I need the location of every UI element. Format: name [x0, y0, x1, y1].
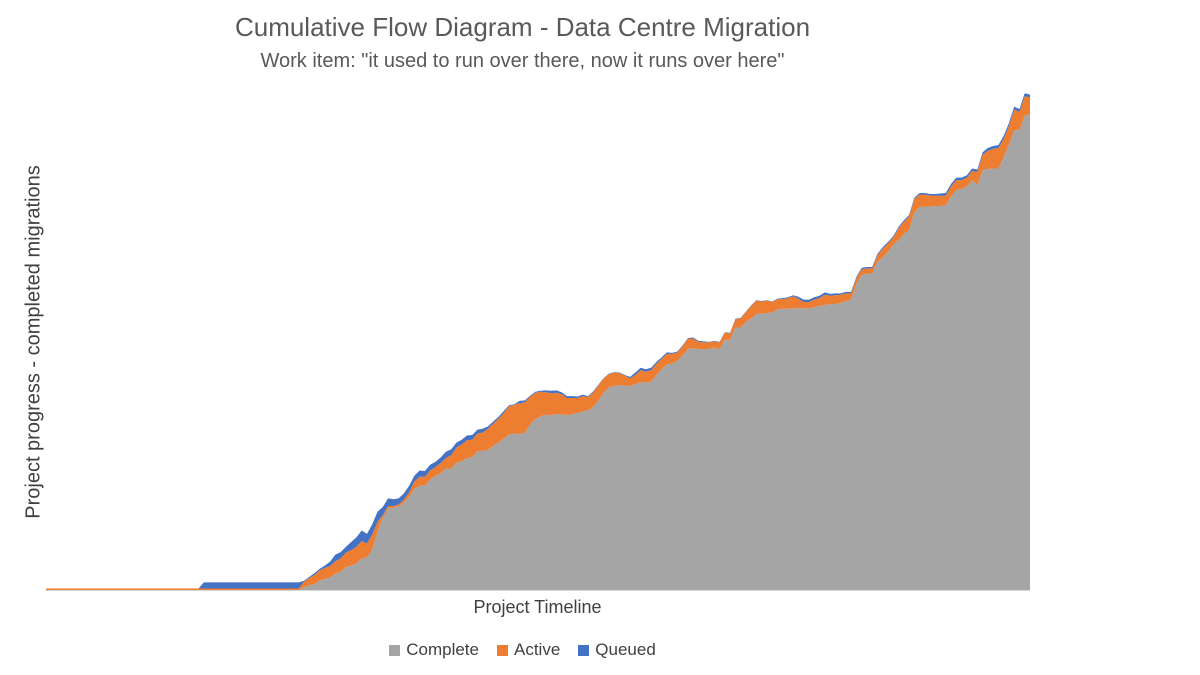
legend-swatch-active: [496, 644, 508, 656]
y-axis-label: Project progress - completed migrations: [22, 165, 45, 519]
legend-label-active: Active: [513, 640, 561, 659]
legend-label-complete: Complete: [406, 640, 479, 659]
chart-subtitle: Work item: "it used to run over there, n…: [260, 50, 785, 72]
stacked-areas: [46, 93, 1030, 590]
legend-swatch-queued: [578, 644, 590, 656]
chart-title: Cumulative Flow Diagram - Data Centre Mi…: [234, 12, 811, 42]
legend-swatch-complete: [389, 644, 401, 656]
legend-item-complete[interactable]: Complete: [389, 640, 479, 660]
legend-item-active[interactable]: Active: [496, 640, 561, 660]
legend-item-queued[interactable]: Queued: [578, 640, 656, 660]
x-axis-label: Project Timeline: [473, 597, 602, 617]
legend-label-queued: Queued: [595, 640, 656, 659]
legend: Complete Active Queued: [0, 640, 1045, 660]
area-series-complete: [46, 113, 1030, 590]
